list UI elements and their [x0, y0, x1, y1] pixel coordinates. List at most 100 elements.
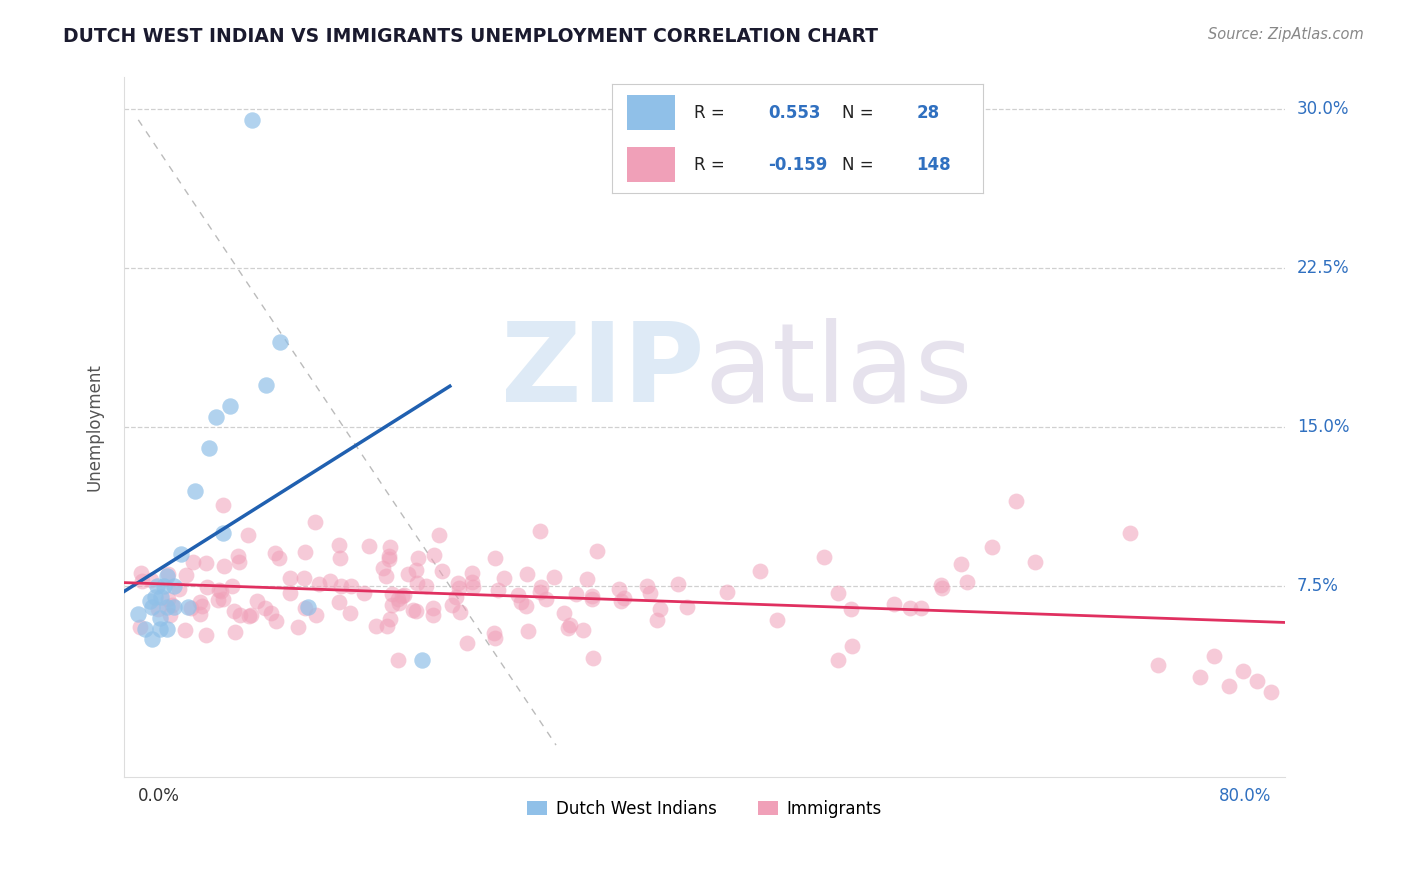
- Point: [264, 546, 287, 560]
- Point: [195, 580, 218, 594]
- Point: [328, 595, 350, 609]
- Point: [841, 601, 863, 615]
- Point: [170, 547, 193, 561]
- Point: [238, 608, 260, 623]
- Point: [929, 578, 952, 592]
- Point: [402, 603, 425, 617]
- Point: [364, 619, 387, 633]
- Point: [765, 613, 787, 627]
- Point: [139, 574, 162, 588]
- Point: [898, 601, 921, 615]
- Point: [1260, 685, 1282, 699]
- Point: [981, 540, 1004, 554]
- Text: 15.0%: 15.0%: [1296, 418, 1350, 436]
- Point: [461, 574, 484, 589]
- Point: [371, 560, 394, 574]
- Point: [508, 588, 530, 602]
- Point: [609, 594, 631, 608]
- Point: [378, 549, 401, 563]
- Point: [141, 632, 163, 646]
- Point: [378, 552, 401, 566]
- Point: [1218, 679, 1240, 693]
- Point: [392, 588, 415, 602]
- Point: [444, 591, 467, 605]
- Point: [530, 580, 553, 594]
- Point: [145, 579, 167, 593]
- Point: [463, 580, 485, 594]
- Point: [148, 622, 170, 636]
- Point: [565, 587, 588, 601]
- Text: 22.5%: 22.5%: [1296, 260, 1350, 277]
- Point: [131, 574, 153, 588]
- Point: [138, 594, 160, 608]
- Point: [529, 524, 551, 538]
- Point: [517, 624, 540, 638]
- Text: DUTCH WEST INDIAN VS IMMIGRANTS UNEMPLOYMENT CORRELATION CHART: DUTCH WEST INDIAN VS IMMIGRANTS UNEMPLOY…: [63, 27, 879, 45]
- Point: [160, 598, 183, 612]
- Point: [212, 526, 235, 541]
- Point: [180, 600, 202, 615]
- Point: [205, 409, 228, 424]
- Point: [581, 591, 603, 606]
- Point: [387, 653, 409, 667]
- Point: [581, 651, 603, 665]
- Point: [931, 581, 953, 595]
- Point: [388, 596, 411, 610]
- Point: [156, 622, 179, 636]
- Point: [441, 599, 464, 613]
- Point: [280, 571, 302, 585]
- Point: [129, 566, 152, 581]
- Point: [716, 585, 738, 599]
- Point: [292, 570, 315, 584]
- Text: ZIP: ZIP: [502, 318, 704, 425]
- Point: [560, 617, 582, 632]
- Point: [381, 587, 404, 601]
- Point: [163, 600, 186, 615]
- Point: [181, 555, 204, 569]
- Point: [422, 600, 444, 615]
- Point: [450, 605, 472, 619]
- Point: [484, 631, 506, 645]
- Point: [581, 589, 603, 603]
- Point: [134, 622, 156, 636]
- Point: [883, 597, 905, 611]
- Point: [1204, 648, 1226, 663]
- Point: [308, 576, 330, 591]
- Point: [1147, 657, 1170, 672]
- Point: [391, 589, 413, 603]
- Point: [557, 621, 579, 635]
- Point: [353, 586, 375, 600]
- Point: [240, 112, 263, 127]
- Point: [510, 595, 533, 609]
- Point: [224, 625, 246, 640]
- Point: [222, 604, 245, 618]
- Point: [294, 601, 316, 615]
- Point: [484, 551, 506, 566]
- Point: [159, 607, 181, 622]
- Point: [415, 579, 437, 593]
- Point: [447, 581, 470, 595]
- Point: [534, 592, 557, 607]
- Point: [198, 442, 221, 456]
- Point: [422, 608, 444, 623]
- Point: [1189, 670, 1212, 684]
- Point: [456, 635, 478, 649]
- Point: [228, 555, 250, 569]
- Point: [650, 602, 672, 616]
- Text: 7.5%: 7.5%: [1296, 577, 1339, 595]
- Point: [461, 566, 484, 580]
- Point: [191, 599, 214, 613]
- Point: [405, 576, 427, 591]
- Point: [482, 626, 505, 640]
- Point: [494, 571, 516, 585]
- Point: [188, 594, 211, 608]
- Point: [675, 600, 697, 615]
- Point: [260, 606, 283, 620]
- Point: [305, 607, 328, 622]
- Point: [910, 601, 932, 615]
- Point: [209, 584, 232, 599]
- Point: [127, 607, 149, 621]
- Point: [636, 579, 658, 593]
- Point: [207, 592, 229, 607]
- Point: [586, 543, 609, 558]
